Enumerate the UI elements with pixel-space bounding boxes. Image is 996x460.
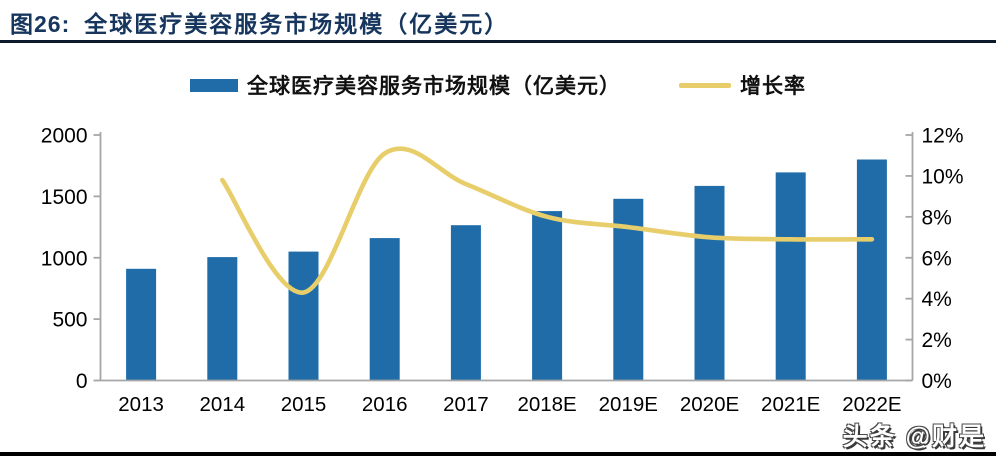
- bar-2014: [207, 257, 238, 381]
- page-title: 全球医疗美容服务市场规模（亿美元）: [84, 11, 510, 37]
- bar-2021E: [775, 172, 806, 381]
- right-axis-tick-label: 10%: [922, 165, 964, 188]
- x-axis-label-2016: 2016: [362, 393, 408, 416]
- right-axis-tick-label: 12%: [922, 125, 964, 148]
- x-axis-label-2019E: 2019E: [599, 393, 658, 416]
- bar-2013: [126, 268, 157, 381]
- legend-label-market-size: 全球医疗美容服务市场规模（亿美元）: [247, 75, 621, 98]
- bar-2016: [369, 238, 400, 381]
- figure-number-label: 图26:: [10, 11, 71, 37]
- left-axis-tick-label: 1500: [41, 186, 88, 209]
- line-series-swatch: [679, 82, 731, 88]
- watermark: 头条 @财是: [842, 423, 986, 451]
- x-axis-label-2020E: 2020E: [680, 393, 739, 416]
- left-axis-tick-label: 1000: [41, 247, 88, 270]
- x-axis-label-2015: 2015: [281, 393, 327, 416]
- right-axis-tick-label: 2%: [922, 329, 952, 352]
- title-divider: [0, 40, 996, 43]
- right-axis-tick-label: 0%: [922, 370, 952, 393]
- legend-label-growth-rate: 增长率: [740, 75, 806, 98]
- legend-item-growth-rate: 增长率: [679, 70, 806, 100]
- x-axis-label-2022E: 2022E: [842, 393, 901, 416]
- x-axis-label-2014: 2014: [199, 393, 245, 416]
- chart-legend: 全球医疗美容服务市场规模（亿美元） 增长率: [0, 70, 996, 100]
- bar-2020E: [694, 185, 725, 381]
- bar-2022E: [856, 159, 887, 381]
- x-axis-label-2018E: 2018E: [517, 393, 576, 416]
- x-axis-label-2013: 2013: [118, 393, 164, 416]
- legend-item-market-size: 全球医疗美容服务市场规模（亿美元）: [190, 70, 621, 100]
- right-axis-tick-label: 6%: [922, 247, 952, 270]
- bottom-divider: [0, 452, 996, 456]
- left-axis-tick-label: 0: [76, 370, 88, 393]
- left-axis-tick-label: 2000: [41, 125, 88, 148]
- bar-2015: [288, 251, 319, 381]
- right-axis-tick-label: 8%: [922, 206, 952, 229]
- left-axis-tick-label: 500: [52, 309, 87, 332]
- right-axis-tick-label: 4%: [922, 288, 952, 311]
- bar-2017: [450, 225, 481, 381]
- x-axis-label-2021E: 2021E: [761, 393, 820, 416]
- figure-header: 图26: 全球医疗美容服务市场规模（亿美元）: [10, 5, 509, 39]
- x-axis-label-2017: 2017: [443, 393, 489, 416]
- growth-rate-line: [220, 146, 875, 295]
- bar-2018E: [532, 211, 563, 381]
- bar-series-swatch: [190, 78, 238, 92]
